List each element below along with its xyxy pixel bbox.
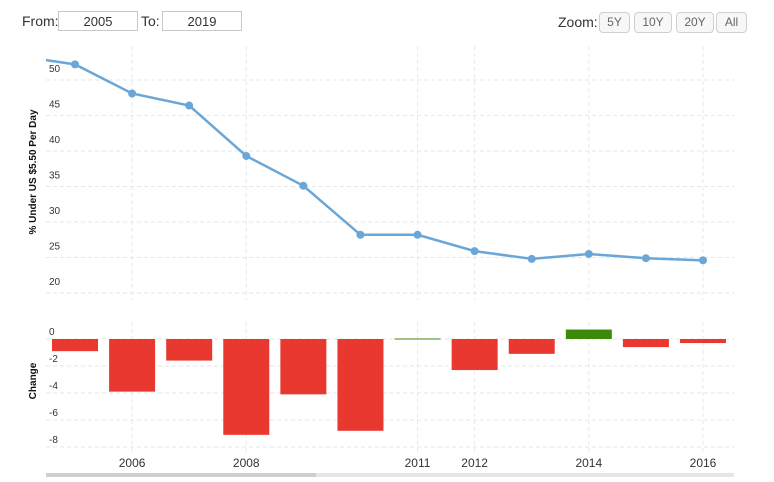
range-selector-bar: From: To: Zoom: 5Y 10Y 20Y All xyxy=(0,0,774,40)
line-y-tick: 45 xyxy=(49,100,61,111)
bar-y-axis-label: Change xyxy=(28,362,39,399)
x-tick-labels: 2006 2008 2011 2012 2014 2016 xyxy=(119,456,717,470)
to-label: To: xyxy=(141,13,160,29)
from-date-input[interactable] xyxy=(58,11,138,31)
line-point xyxy=(242,151,251,160)
change-bar xyxy=(565,329,612,339)
bar-y-tick: -4 xyxy=(49,381,58,392)
line-point xyxy=(299,181,308,190)
line-y-tick: 40 xyxy=(49,135,61,146)
change-bar xyxy=(508,339,555,354)
line-point xyxy=(584,249,593,258)
x-tick-label: 2016 xyxy=(690,456,717,470)
line-y-tick: 25 xyxy=(49,242,61,253)
y-tick-labels: 20 25 30 35 40 45 50 0 -2 -4 -6 -8 xyxy=(49,64,61,446)
x-tick-label: 2011 xyxy=(405,456,431,470)
change-bar xyxy=(223,339,270,435)
line-point xyxy=(413,230,422,239)
zoom-5y-button[interactable]: 5Y xyxy=(599,12,630,33)
line-point xyxy=(356,230,365,239)
change-bar xyxy=(337,339,384,431)
navigator-track[interactable] xyxy=(46,473,734,477)
line-y-tick: 50 xyxy=(49,64,61,75)
line-point xyxy=(185,101,194,110)
change-bar xyxy=(109,339,156,392)
line-y-axis-label: % Under US $5.50 Per Day xyxy=(28,109,39,234)
change-bars xyxy=(52,329,726,435)
bar-y-tick: -2 xyxy=(49,354,58,365)
change-bar xyxy=(622,339,669,348)
navigator-scrollbar[interactable] xyxy=(46,473,316,477)
change-bar xyxy=(451,339,498,371)
from-label: From: xyxy=(22,13,59,29)
line-point xyxy=(641,254,650,263)
x-tick-label: 2014 xyxy=(575,456,602,470)
line-point xyxy=(71,60,79,69)
bar-y-tick: -8 xyxy=(49,435,58,446)
zoom-label: Zoom: xyxy=(558,14,598,30)
x-tick-label: 2006 xyxy=(119,456,146,470)
change-bar xyxy=(52,339,98,352)
change-bar xyxy=(166,339,213,361)
line-point xyxy=(128,89,137,98)
line-y-tick: 20 xyxy=(49,277,61,288)
line-y-tick: 35 xyxy=(49,171,61,182)
line-point xyxy=(699,256,707,265)
change-bar xyxy=(680,339,726,344)
change-bar xyxy=(280,339,327,395)
line-y-tick: 30 xyxy=(49,206,61,217)
zoom-10y-button[interactable]: 10Y xyxy=(634,12,672,33)
to-date-input[interactable] xyxy=(162,11,242,31)
zoom-all-button[interactable]: All xyxy=(716,12,747,33)
line-series xyxy=(45,58,707,265)
bar-y-tick: 0 xyxy=(49,327,55,338)
x-tick-label: 2008 xyxy=(233,456,260,470)
poverty-line xyxy=(45,58,704,262)
x-tick-label: 2012 xyxy=(461,456,488,470)
line-point xyxy=(470,247,479,256)
zoom-20y-button[interactable]: 20Y xyxy=(676,12,714,33)
bar-y-tick: -6 xyxy=(49,408,58,419)
line-point xyxy=(527,254,536,263)
